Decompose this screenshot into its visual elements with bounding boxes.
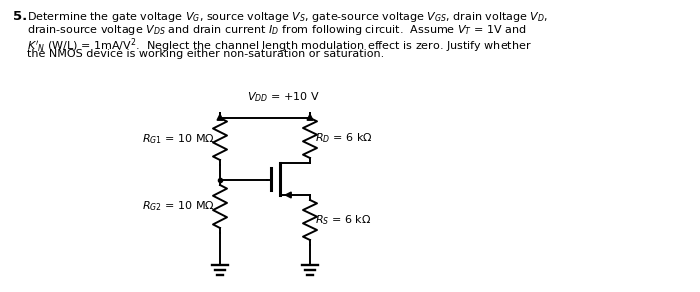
Text: the NMOS device is working either non-saturation or saturation.: the NMOS device is working either non-sa… <box>27 49 384 59</box>
Text: $K'_N$ (W/L) = 1mA/V$^2$.  Neglect the channel length modulation effect is zero.: $K'_N$ (W/L) = 1mA/V$^2$. Neglect the ch… <box>27 36 532 55</box>
Text: 5.: 5. <box>13 10 27 23</box>
Text: drain-source voltage $V_{DS}$ and drain current $I_D$ from following circuit.  A: drain-source voltage $V_{DS}$ and drain … <box>27 23 526 37</box>
Text: $R_{G2}$ = 10 MΩ: $R_{G2}$ = 10 MΩ <box>142 200 215 213</box>
Text: $V_{DD}$ = +10 V: $V_{DD}$ = +10 V <box>247 90 320 104</box>
Text: Determine the gate voltage $V_G$, source voltage $V_S$, gate-source voltage $V_{: Determine the gate voltage $V_G$, source… <box>27 10 548 24</box>
Text: $R_D$ = 6 kΩ: $R_D$ = 6 kΩ <box>315 131 372 145</box>
Text: $R_S$ = 6 kΩ: $R_S$ = 6 kΩ <box>315 213 372 227</box>
Text: $R_{G1}$ = 10 MΩ: $R_{G1}$ = 10 MΩ <box>142 132 215 146</box>
